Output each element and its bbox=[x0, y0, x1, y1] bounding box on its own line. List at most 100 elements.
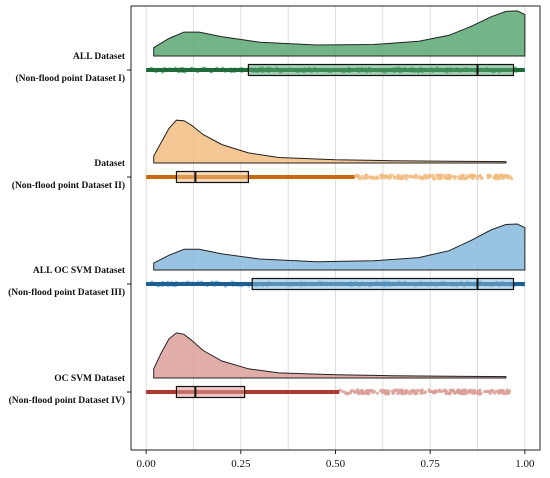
data-point bbox=[424, 176, 428, 180]
data-point bbox=[342, 390, 346, 394]
group-label-line2: (Non-flood point Dataset I) bbox=[15, 73, 125, 84]
box bbox=[175, 170, 249, 184]
data-point bbox=[407, 175, 411, 179]
density-cloud bbox=[153, 119, 507, 164]
data-point bbox=[400, 174, 404, 178]
box bbox=[247, 63, 515, 77]
data-point bbox=[486, 176, 490, 180]
data-point bbox=[479, 175, 483, 179]
data-point bbox=[414, 389, 418, 393]
data-point bbox=[489, 174, 493, 178]
data-point bbox=[346, 392, 350, 396]
group-label-line1: Dataset bbox=[94, 159, 125, 169]
data-point bbox=[488, 391, 492, 395]
data-point bbox=[505, 388, 509, 392]
group-label-line2: (Non-flood point Dataset IV) bbox=[9, 395, 125, 406]
group-label-line2: (Non-flood point Dataset III) bbox=[8, 287, 125, 298]
data-point bbox=[384, 174, 388, 178]
data-point bbox=[454, 175, 458, 179]
data-point bbox=[462, 173, 466, 177]
density-cloud bbox=[153, 223, 526, 271]
data-point bbox=[392, 175, 396, 179]
data-point bbox=[363, 391, 367, 395]
data-point bbox=[403, 174, 407, 178]
data-point bbox=[478, 392, 482, 396]
data-point bbox=[423, 391, 427, 395]
data-point bbox=[353, 390, 357, 394]
data-point bbox=[433, 176, 437, 180]
data-point bbox=[389, 176, 393, 180]
data-point bbox=[476, 389, 481, 393]
data-point bbox=[409, 175, 413, 179]
group-1 bbox=[146, 10, 526, 77]
data-point bbox=[363, 176, 368, 180]
data-point bbox=[413, 176, 417, 180]
data-point bbox=[356, 173, 360, 178]
x-tick-label: 0.50 bbox=[326, 458, 346, 470]
group-labels: ALL Dataset (Non-flood point Dataset I) Da… bbox=[8, 52, 131, 406]
data-point bbox=[371, 391, 375, 395]
data-point bbox=[468, 388, 472, 392]
data-point bbox=[503, 390, 507, 395]
data-point bbox=[386, 392, 390, 396]
data-point bbox=[462, 388, 466, 392]
data-point bbox=[420, 388, 424, 393]
data-point bbox=[440, 174, 444, 178]
data-point bbox=[438, 388, 442, 392]
data-point bbox=[471, 176, 475, 181]
data-point bbox=[371, 175, 375, 179]
data-point bbox=[360, 391, 364, 395]
data-point bbox=[508, 175, 512, 179]
data-point bbox=[452, 391, 457, 395]
group-2 bbox=[146, 119, 514, 184]
data-point bbox=[381, 174, 385, 178]
data-point bbox=[469, 173, 473, 177]
data-point bbox=[475, 177, 479, 181]
data-point bbox=[400, 388, 404, 392]
data-point bbox=[418, 174, 422, 178]
group-3 bbox=[145, 223, 526, 291]
data-point bbox=[404, 177, 408, 181]
data-point bbox=[369, 388, 373, 392]
data-point bbox=[458, 177, 462, 181]
data-point bbox=[399, 176, 403, 180]
data-point bbox=[396, 176, 400, 180]
density-cloud bbox=[153, 332, 507, 379]
data-point bbox=[411, 389, 415, 393]
group-label-line2: (Non-flood point Dataset II) bbox=[12, 180, 125, 191]
groups bbox=[145, 10, 526, 399]
data-point bbox=[364, 173, 368, 177]
group-4 bbox=[146, 332, 512, 399]
whisker-band bbox=[146, 175, 355, 179]
data-point bbox=[367, 390, 371, 394]
data-point bbox=[427, 389, 432, 393]
data-point bbox=[493, 391, 497, 395]
data-point bbox=[450, 175, 454, 179]
data-point bbox=[385, 388, 389, 393]
x-tick-label: 0.75 bbox=[421, 458, 441, 470]
data-point bbox=[375, 175, 380, 179]
data-point bbox=[401, 392, 405, 396]
data-point bbox=[358, 176, 363, 180]
data-point bbox=[420, 391, 425, 395]
data-point bbox=[458, 389, 462, 393]
data-point bbox=[472, 173, 476, 177]
x-tick-label: 0.00 bbox=[137, 458, 157, 470]
x-axis: 0.00 0.25 0.50 0.75 1.00 bbox=[137, 450, 535, 470]
data-point bbox=[435, 173, 439, 177]
data-point bbox=[366, 175, 370, 179]
data-point bbox=[500, 174, 504, 178]
data-point bbox=[357, 389, 361, 393]
group-label-line1: ALL OC SVM Dataset bbox=[33, 266, 126, 276]
data-point bbox=[504, 175, 508, 179]
box bbox=[251, 277, 515, 291]
data-point bbox=[442, 389, 446, 393]
group-label-line1: OC SVM Dataset bbox=[54, 374, 126, 384]
data-point bbox=[445, 175, 449, 179]
data-point bbox=[375, 391, 380, 395]
x-tick-label: 1.00 bbox=[515, 458, 535, 470]
density-cloud bbox=[153, 10, 526, 57]
data-point bbox=[431, 390, 435, 394]
data-point bbox=[448, 392, 452, 396]
